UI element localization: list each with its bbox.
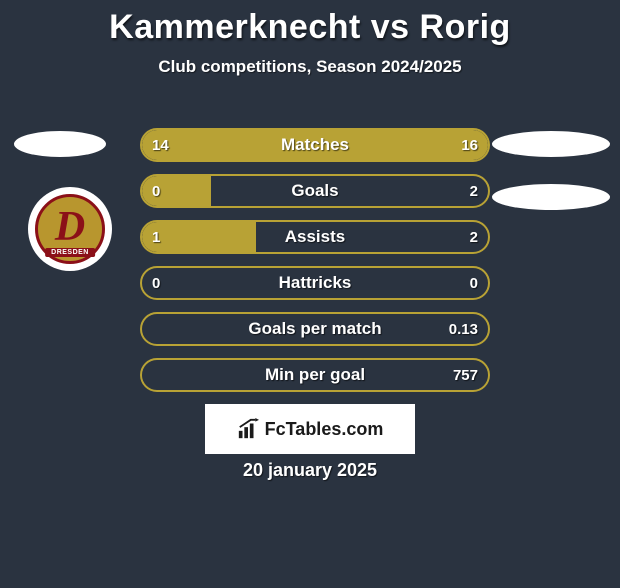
stat-value-right: 757 — [453, 360, 478, 390]
stat-label: Min per goal — [142, 360, 488, 390]
stat-value-right: 0 — [470, 268, 478, 298]
snapshot-date: 20 january 2025 — [0, 460, 620, 481]
stat-row: 1416Matches — [140, 128, 490, 162]
branding-icon — [237, 418, 259, 440]
stat-row: 12Assists — [140, 220, 490, 254]
page-title: Kammerknecht vs Rorig — [0, 8, 620, 47]
placeholder-oval — [492, 184, 610, 210]
stat-row: 757Min per goal — [140, 358, 490, 392]
subtitle: Club competitions, Season 2024/2025 — [0, 57, 620, 77]
stat-label: Hattricks — [142, 268, 488, 298]
left-team-logo: D DRESDEN — [28, 187, 112, 271]
placeholder-oval — [14, 131, 106, 157]
branding-badge: FcTables.com — [205, 404, 415, 454]
stat-value-right: 2 — [470, 176, 478, 206]
stat-value-left: 0 — [152, 268, 160, 298]
stat-row: 0.13Goals per match — [140, 312, 490, 346]
stat-row: 0 0Hattricks — [140, 266, 490, 300]
stat-row: 02Goals — [140, 174, 490, 208]
comparison-bars: 1416Matches02Goals12Assists00Hattricks0.… — [140, 128, 490, 404]
stat-value-left: 1 — [152, 222, 160, 252]
stat-value-left: 14 — [152, 130, 169, 160]
logo-letter: D — [55, 206, 85, 248]
stat-value-right: 0.13 — [449, 314, 478, 344]
branding-text: FcTables.com — [265, 419, 384, 440]
placeholder-oval — [492, 131, 610, 157]
stat-value-right: 2 — [470, 222, 478, 252]
stat-value-right: 16 — [461, 130, 478, 160]
stat-value-left: 0 — [152, 176, 160, 206]
logo-banner: DRESDEN — [45, 248, 95, 257]
stat-label: Goals per match — [142, 314, 488, 344]
